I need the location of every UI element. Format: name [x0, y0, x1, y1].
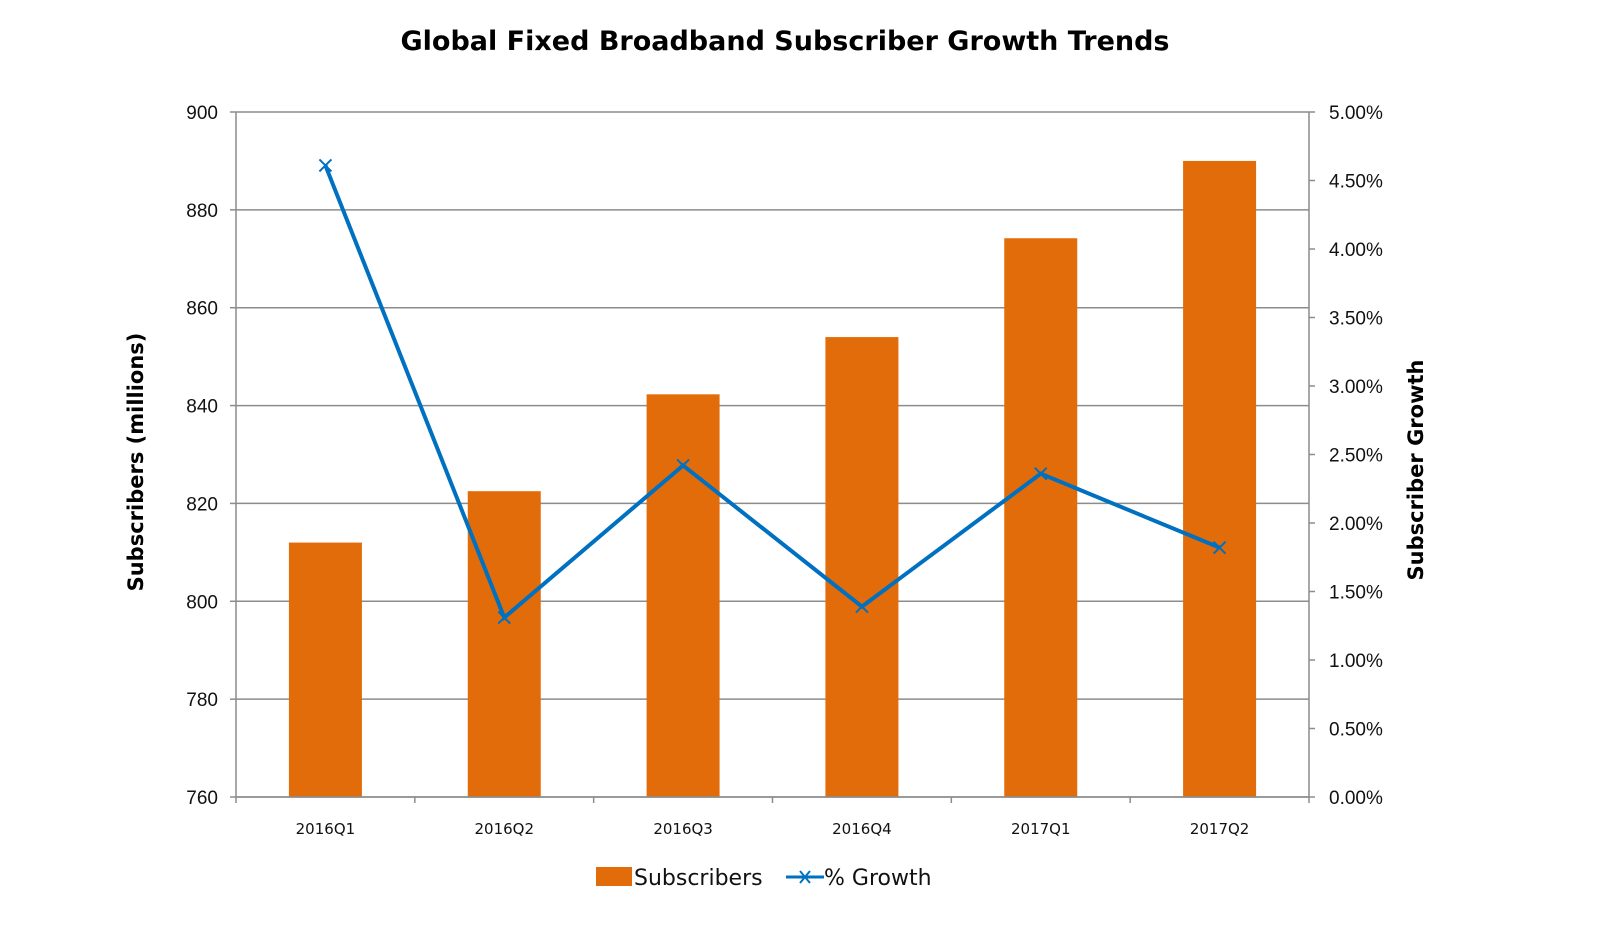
- legend-label-growth: % Growth: [824, 866, 932, 891]
- y-tick-label-right: 2.00%: [1329, 514, 1383, 535]
- y-axis-label-right: Subscriber Growth: [1404, 360, 1428, 581]
- x-tick-label: 2017Q1: [1011, 820, 1071, 838]
- bars: [288, 160, 1257, 797]
- y-tick-label-left: 880: [186, 201, 218, 222]
- y-tick-label-right: 1.50%: [1329, 583, 1383, 604]
- y-tick-label-right: 3.00%: [1329, 377, 1383, 398]
- bar-2016Q3: [646, 394, 720, 797]
- legend-label-subscribers: Subscribers: [634, 866, 763, 891]
- growth-point-2016Q2: [497, 610, 511, 625]
- bar-2016Q1: [288, 542, 362, 797]
- y-tick-label-right: 1.00%: [1329, 651, 1383, 672]
- growth-point-2016Q4: [855, 599, 869, 614]
- y-tick-label-right: 3.50%: [1329, 309, 1383, 330]
- y-tick-label-right: 0.50%: [1329, 720, 1383, 741]
- y-axis-label-left: Subscribers (millions): [124, 333, 148, 592]
- x-tick-label: 2017Q2: [1190, 820, 1250, 838]
- y-tick-label-left: 840: [186, 397, 218, 418]
- growth-line: [318, 158, 1227, 625]
- y-tick-label-left: 800: [186, 592, 218, 613]
- y-tick-label-left: 900: [186, 103, 218, 124]
- growth-point-2017Q2: [1212, 540, 1227, 555]
- bar-2016Q4: [825, 337, 899, 797]
- y-ticks-right: 0.00% 0.50% 1.00% 1.50% 2.00% 2.50% 3.00% 3.50%…: [1329, 103, 1383, 809]
- y-tick-label-right: 5.00%: [1329, 103, 1383, 124]
- x-ticks: 2016Q1 2016Q2 2016Q3 2016Q4 2017Q1 2017Q2: [296, 820, 1250, 838]
- gridlines: [236, 111, 1309, 798]
- axes: [230, 111, 1315, 803]
- y-ticks-left: 760 780 800 820 840 860 880 900: [186, 103, 218, 809]
- x-tick-label: 2016Q1: [296, 820, 356, 838]
- x-tick-label: 2016Q4: [832, 820, 892, 838]
- y-tick-label-left: 760: [186, 788, 218, 809]
- growth-line-path: [323, 164, 1221, 621]
- y-tick-label-left: 860: [186, 299, 218, 320]
- x-tick-label: 2016Q3: [653, 820, 713, 838]
- bar-2017Q2: [1183, 160, 1257, 797]
- y-tick-label-right: 4.00%: [1329, 240, 1383, 261]
- legend-marker-x-icon: [799, 870, 811, 884]
- y-tick-label-right: 4.50%: [1329, 172, 1383, 193]
- y-tick-label-left: 780: [186, 690, 218, 711]
- x-tick-label: 2016Q2: [474, 820, 534, 838]
- y-tick-label-right: 2.50%: [1329, 446, 1383, 467]
- y-tick-label-left: 820: [186, 494, 218, 515]
- y-tick-label-right: 0.00%: [1329, 788, 1383, 809]
- chart-title: Global Fixed Broadband Subscriber Growth…: [401, 26, 1170, 57]
- legend-swatch-subscribers: [596, 867, 632, 886]
- growth-point-2017Q1: [1034, 466, 1048, 481]
- legend: Subscribers % Growth: [596, 866, 932, 891]
- growth-point-2016Q1: [318, 158, 333, 173]
- bar-2017Q1: [1004, 238, 1078, 797]
- bar-2016Q2: [467, 491, 541, 797]
- growth-point-2016Q3: [676, 458, 690, 473]
